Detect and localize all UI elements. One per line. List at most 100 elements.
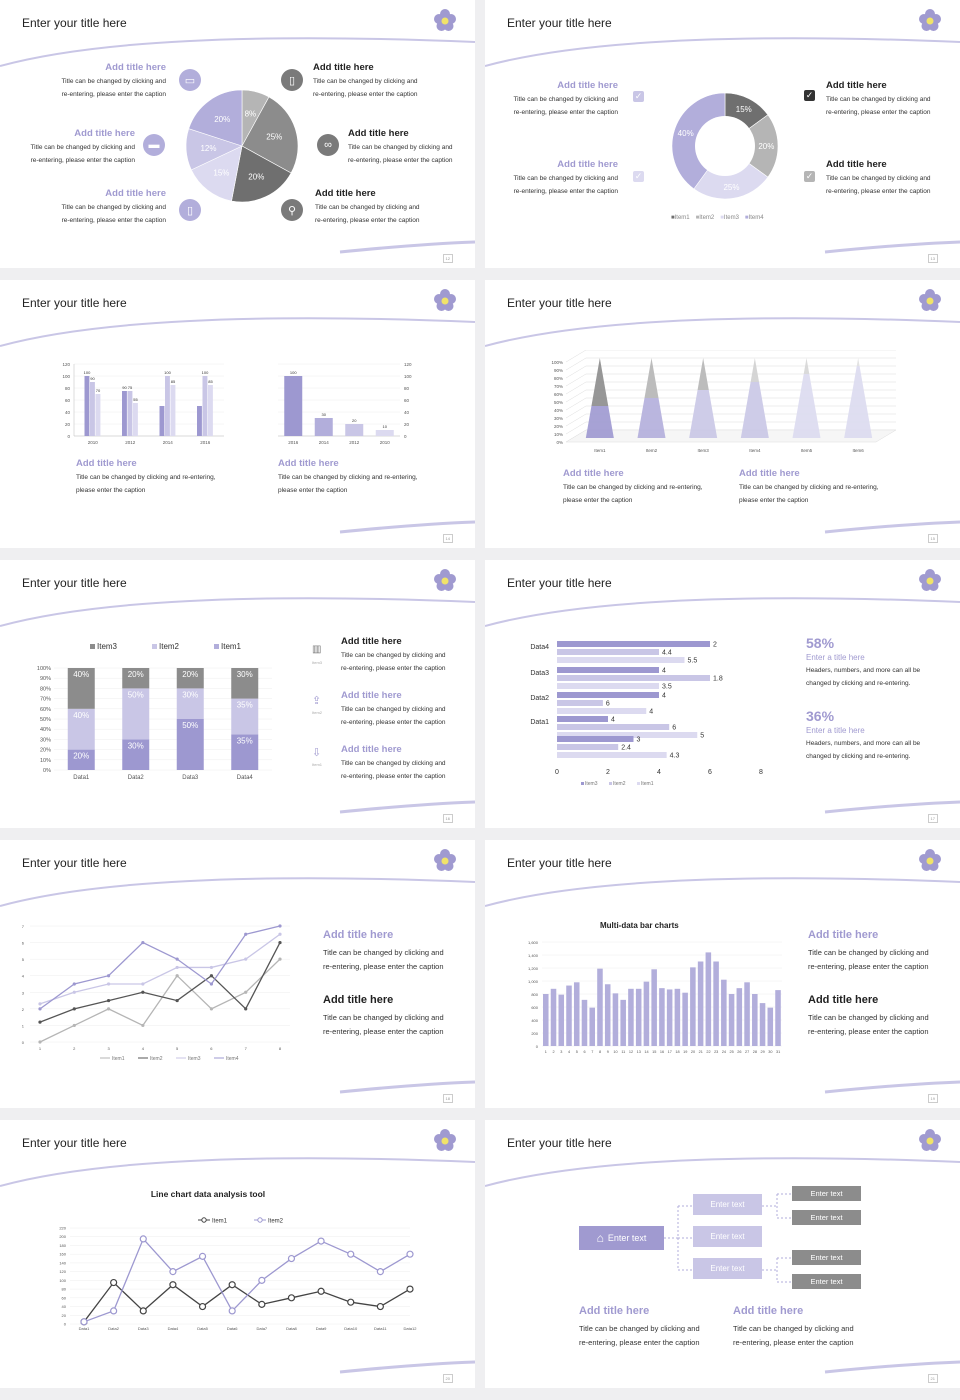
- slide-16[interactable]: Enter your title here Item3 Item2 Item1 100…: [0, 560, 475, 828]
- y-tick-label: 100%: [551, 360, 563, 365]
- single-bar-chart: 120 100 80 60 40 20 0 100 2016 30 2014 20 2012 10 2010: [278, 362, 412, 445]
- chart-title: Line chart data analysis tool: [150, 1189, 266, 1199]
- data-point: [175, 965, 179, 970]
- bar: [659, 988, 665, 1046]
- cone-lower-segment: [740, 382, 769, 438]
- segment-label: 40%: [73, 670, 89, 679]
- line-chart: 7 6 5 4 3 2 1 0 1 2 3 4 5 6 7 8 Item1 Item2 Item3 Item4: [22, 924, 290, 1062]
- pie-slice-label: 15%: [213, 169, 229, 178]
- y-tick-label: 100: [59, 1278, 66, 1283]
- x-tick-label: 2010: [380, 440, 391, 445]
- icon-caption: Item3: [312, 660, 323, 665]
- x-tick-label: 17: [668, 1050, 672, 1054]
- y-category-label: Data4: [530, 644, 549, 651]
- segment-label: 30%: [182, 690, 198, 699]
- legend-label: Item3: [585, 781, 598, 787]
- x-tick-label: 16: [660, 1050, 664, 1054]
- flow-root-box[interactable]: ⌂ Enter text: [579, 1226, 664, 1250]
- x-tick-label: 3: [107, 1046, 110, 1051]
- slide-12[interactable]: Enter your title here Add title here Tit…: [0, 0, 475, 268]
- x-tick-label: 4: [657, 769, 661, 776]
- legend-swatch: [637, 782, 640, 785]
- flow-leaf-box[interactable]: Enter text: [792, 1210, 861, 1225]
- line-series: [39, 933, 281, 1005]
- caption-2: Title can be changed by clicking and re-e…: [808, 1013, 929, 1036]
- y-tick-label: 0: [404, 434, 407, 439]
- slide-background-swoosh: [485, 317, 960, 534]
- y-tick-label: 60: [404, 398, 410, 403]
- flower-logo-icon: [434, 289, 456, 311]
- legend-marker: [257, 1217, 263, 1223]
- data-point: [141, 1023, 145, 1028]
- slide-21[interactable]: Enter your title here ⌂ Enter text Enter …: [485, 1120, 960, 1388]
- data-point: [278, 932, 282, 936]
- x-tick-label: 25: [730, 1050, 734, 1054]
- bar: [752, 994, 758, 1046]
- x-tick-label: 2016: [288, 440, 299, 445]
- caption-2: Title can be changed by clicking and re-…: [739, 484, 879, 504]
- caption-2: Title can be changed by clicking and re-e…: [513, 175, 618, 195]
- bar-data-label: 85: [208, 379, 213, 384]
- slide-14[interactable]: Enter your title here 120 100 80 60 40 20 0 100…: [0, 280, 475, 548]
- flow-mid-box[interactable]: Enter text: [693, 1226, 762, 1247]
- x-tick-label: 28: [753, 1050, 757, 1054]
- donut-legend: ■Item1 ■Item2 ■Item3 ■Item4: [671, 215, 764, 221]
- x-tick-label: 9: [607, 1050, 609, 1054]
- flower-logo-icon: [919, 569, 941, 591]
- y-category-label: Data3: [530, 670, 549, 677]
- data-point: [110, 1278, 118, 1287]
- y-tick-label: 120: [62, 362, 70, 367]
- stat-title-1: Enter a title here: [806, 653, 865, 662]
- checkbox-icon[interactable]: ✓: [804, 171, 815, 182]
- slide-13[interactable]: Enter your title here Add title here Tit…: [485, 0, 960, 268]
- slide-17[interactable]: Enter your title here 0 2 4 6 8 Data1 4 6 5 Data2…: [485, 560, 960, 828]
- data-point: [287, 1294, 296, 1302]
- x-tick-label: Data4: [237, 775, 254, 781]
- bar-data-label: 10: [383, 424, 388, 429]
- caption-1: Title can be changed by clicking and re-e…: [808, 948, 929, 971]
- stacked-bar-segment: [122, 739, 150, 770]
- x-tick-label: Item4: [749, 448, 761, 453]
- data-point: [347, 1250, 355, 1258]
- checkbox-icon[interactable]: ✓: [633, 171, 644, 182]
- data-point: [38, 1020, 42, 1024]
- data-point: [209, 965, 214, 970]
- slide-18[interactable]: Enter your title here 7 6 5 4 3 2 1 0 1 2 3 4 5 6 7 8 It…: [0, 840, 475, 1108]
- legend-item: ■Item3: [720, 215, 739, 221]
- slide-title: Enter your title here: [507, 16, 612, 30]
- add-title-2: Add title here: [323, 994, 394, 1006]
- flow-mid-box[interactable]: Enter text: [693, 1194, 762, 1215]
- x-tick-label: 30: [768, 1050, 772, 1054]
- donut-slice-label: 40%: [678, 129, 694, 138]
- bar: [597, 968, 603, 1046]
- flow-leaf-box[interactable]: Enter text: [792, 1274, 861, 1289]
- gridline: [565, 389, 896, 403]
- add-title-1: Add title here: [341, 636, 402, 647]
- y-tick-label: 600: [531, 1005, 538, 1010]
- data-point: [198, 1252, 207, 1260]
- monitor-icon: ▭: [179, 69, 201, 91]
- slide-15[interactable]: Enter your title here 100% 90% 80% 70% 60% 50…: [485, 280, 960, 548]
- segment-label: 50%: [128, 690, 144, 699]
- slide-20[interactable]: Enter your title here Line chart data an…: [0, 1120, 475, 1388]
- line-series: [39, 925, 281, 1010]
- y-tick-label: 120: [404, 362, 412, 367]
- x-tick-label: 20: [691, 1050, 695, 1054]
- car-icon: ▬: [143, 134, 165, 156]
- bar-data-label: 100: [164, 370, 171, 375]
- bar-data-label: 5.5: [688, 658, 698, 665]
- caption-2: Title can be changed by clicking and re-e…: [733, 1324, 854, 1347]
- bar: [635, 988, 642, 1046]
- stacked-bar-segment: [67, 749, 95, 770]
- data-point: [198, 1302, 207, 1311]
- bar-data-label: 100: [84, 370, 91, 375]
- cone-lower-segment: [637, 398, 666, 438]
- flow-mid-box[interactable]: Enter text: [693, 1258, 762, 1279]
- flow-leaf-box[interactable]: Enter text: [792, 1250, 861, 1265]
- bar-data-label: 100: [290, 370, 297, 375]
- slide-19[interactable]: Enter your title here Multi-data bar cha…: [485, 840, 960, 1108]
- checkbox-icon[interactable]: ✓: [804, 90, 815, 101]
- checkbox-icon[interactable]: ✓: [633, 91, 644, 102]
- flow-leaf-box[interactable]: Enter text: [792, 1186, 861, 1201]
